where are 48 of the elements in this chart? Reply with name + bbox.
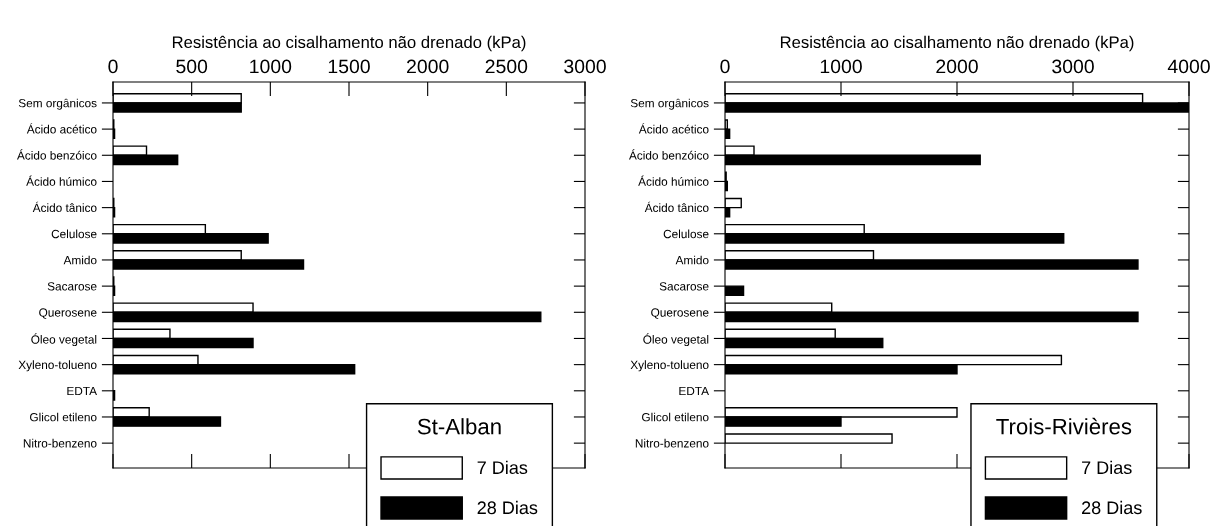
- y-tick-label: Sem orgânicos: [630, 98, 709, 110]
- y-tick-label: Ácido acético: [638, 123, 709, 134]
- y-tick-label: Amido: [675, 255, 709, 265]
- y-tick-label: Celulose: [51, 229, 97, 239]
- y-tick-label: Ácido benzóico: [16, 149, 97, 160]
- legend-label: 28 Dias: [477, 500, 538, 515]
- legend-label: 28 Dias: [1082, 500, 1142, 515]
- y-tick-label: Ácido acético: [26, 123, 97, 134]
- y-tick-label: Óleo vegetal: [31, 333, 97, 347]
- y-tick-label: Nitro-benzeno: [635, 438, 709, 448]
- legend-label: 7 Dias: [477, 460, 528, 475]
- legend-title: Trois-Rivières: [996, 417, 1132, 435]
- y-tick-label: Glicol etileno: [30, 412, 97, 422]
- y-tick-label: Ácido tânico: [644, 201, 709, 213]
- y-tick-label: Xyleno-tolueno: [18, 360, 97, 372]
- y-tick-label: Nitro-benzeno: [23, 438, 97, 448]
- y-tick-label: Xyleno-tolueno: [630, 360, 709, 372]
- y-tick-label: Glicol etileno: [642, 412, 709, 422]
- y-tick-label: Ácido tânico: [32, 201, 97, 213]
- y-tick-label: Sacarose: [659, 282, 709, 291]
- x-tick-label: 1500: [328, 59, 370, 74]
- x-tick-label: 3000: [1052, 59, 1094, 74]
- y-tick-label: Sem orgânicos: [18, 98, 97, 110]
- y-tick-label: Sacarose: [47, 282, 97, 291]
- x-tick-label: 0: [720, 59, 730, 74]
- x-tick-label: 2000: [407, 59, 449, 74]
- x-axis-title: Resistência ao cisalhamento não drenado (kPa): [172, 35, 526, 52]
- x-tick-label: 3000: [564, 59, 606, 74]
- y-tick-label: Querosene: [651, 308, 709, 319]
- x-axis-title: Resistência ao cisalhamento não drenado (kPa): [780, 35, 1134, 52]
- y-tick-label: Querosene: [39, 308, 97, 319]
- legend-label: 7 Dias: [1082, 460, 1132, 475]
- y-tick-label: Óleo vegetal: [643, 333, 709, 347]
- y-tick-label: EDTA: [679, 386, 709, 396]
- x-tick-label: 500: [176, 59, 208, 74]
- y-tick-label: Amido: [63, 255, 97, 265]
- y-tick-label: Ácido húmico: [26, 175, 97, 186]
- x-tick-label: 0: [108, 59, 118, 74]
- x-tick-label: 4000: [1167, 59, 1210, 74]
- x-tick-label: 2500: [485, 59, 528, 74]
- legend-title: St-Alban: [417, 418, 501, 435]
- x-tick-label: 1000: [820, 59, 862, 74]
- y-tick-label: EDTA: [67, 386, 97, 396]
- y-tick-label: Ácido húmico: [638, 175, 709, 186]
- y-tick-label: Ácido benzóico: [628, 149, 709, 160]
- x-tick-label: 2000: [936, 59, 978, 74]
- y-tick-label: Celulose: [663, 229, 709, 239]
- x-tick-label: 1000: [250, 59, 292, 74]
